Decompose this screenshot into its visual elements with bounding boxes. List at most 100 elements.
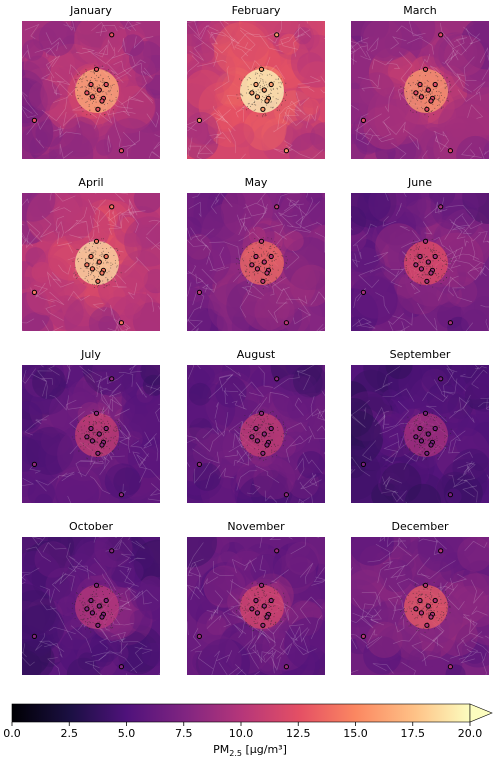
dense-network-dot xyxy=(75,277,77,279)
dense-network-dot xyxy=(266,104,268,106)
dense-network-dot xyxy=(420,281,422,283)
dense-network-dot xyxy=(107,280,109,282)
pm25-cell xyxy=(457,537,489,572)
pm25-cell xyxy=(22,640,55,675)
pm25-cell xyxy=(394,274,419,299)
monitoring-station-marker xyxy=(264,270,270,276)
dense-network-dot xyxy=(425,458,427,460)
dense-network-dot xyxy=(239,260,241,261)
pm25-cell xyxy=(429,193,456,207)
dense-network-dot xyxy=(414,618,416,620)
dense-network-dot xyxy=(426,256,428,257)
monitoring-station-marker xyxy=(274,32,280,38)
dense-network-dot xyxy=(277,98,279,100)
road-segment xyxy=(396,578,419,598)
pm25-cell xyxy=(272,278,295,301)
dense-network-dot xyxy=(263,244,265,246)
road-segment xyxy=(104,450,115,469)
dense-network-dot xyxy=(254,68,255,70)
dense-network-dot xyxy=(427,596,429,597)
dense-network-dot xyxy=(430,610,432,611)
road-segment xyxy=(301,365,315,373)
road-segment xyxy=(271,656,281,672)
dense-network-dot xyxy=(415,84,417,85)
dense-network-dot xyxy=(438,104,440,106)
pm25-cell xyxy=(272,542,319,588)
road-segment xyxy=(98,209,122,223)
dense-network-dot xyxy=(257,414,259,416)
dense-network-dot xyxy=(247,103,249,105)
pm25-cell xyxy=(22,77,48,124)
pm25-cell xyxy=(200,463,252,503)
pm25-cell xyxy=(231,300,283,331)
dense-network-dot xyxy=(419,75,421,77)
pm25-cell xyxy=(24,55,51,82)
dense-network-dot xyxy=(251,456,253,458)
pm25-cell xyxy=(451,474,489,503)
pm25-cell xyxy=(273,102,324,154)
road-segment xyxy=(394,618,405,633)
pm25-cell xyxy=(29,257,69,296)
pm25-cell xyxy=(356,131,380,155)
dense-network-dot xyxy=(108,69,109,71)
pm25-cell xyxy=(261,123,301,159)
pm25-cell xyxy=(194,117,222,145)
dense-network-dot xyxy=(114,260,116,262)
dense-network-dot xyxy=(417,425,419,427)
road-segment xyxy=(360,132,380,136)
dense-network-dot xyxy=(262,82,264,84)
pm25-cell xyxy=(61,121,98,158)
dense-network-dot xyxy=(255,261,257,263)
dense-network-dot xyxy=(271,608,273,610)
dense-network-dot xyxy=(446,604,448,606)
dense-network-dot xyxy=(410,607,412,609)
road-segment xyxy=(216,412,229,437)
dense-network-dot xyxy=(261,424,263,426)
dense-network-dot xyxy=(110,72,112,74)
dense-network-dot xyxy=(253,440,255,442)
road-segment xyxy=(120,71,147,105)
dense-network-dot xyxy=(270,620,272,622)
road-segment xyxy=(224,450,245,462)
dense-network-dot xyxy=(273,260,275,262)
dense-network-dot xyxy=(102,438,104,440)
pm25-cell xyxy=(91,365,141,397)
road-segment xyxy=(147,498,160,501)
dense-network-dot xyxy=(255,418,256,420)
road-segment xyxy=(192,448,220,464)
dense-network-dot xyxy=(440,415,442,417)
monitoring-station-marker xyxy=(283,664,290,670)
pm25-cell xyxy=(79,21,132,50)
dense-network-dot xyxy=(424,631,426,633)
dense-network-dot xyxy=(438,254,440,256)
dense-network-dot xyxy=(261,272,263,274)
dense-network-dot xyxy=(284,596,286,598)
dense-network-dot xyxy=(413,259,415,261)
pm25-cell xyxy=(443,238,479,273)
pm25-cell xyxy=(78,652,96,671)
pm25-cell xyxy=(237,489,260,503)
dense-network-dot xyxy=(426,424,428,426)
pm25-cell xyxy=(121,377,160,427)
pm25-cell xyxy=(196,609,233,645)
dense-network-dot xyxy=(426,85,428,87)
dense-network-dot xyxy=(97,286,99,288)
dense-network-dot xyxy=(447,599,449,601)
road-segment xyxy=(202,420,220,439)
monitoring-station-marker xyxy=(118,492,125,498)
pm25-cell xyxy=(278,193,324,226)
dense-network-dot xyxy=(264,84,266,86)
pm25-cell xyxy=(272,374,317,419)
pm25-cell xyxy=(435,427,489,483)
dense-network-dot xyxy=(274,253,276,255)
pm25-cell xyxy=(446,276,478,308)
dense-network-dot xyxy=(432,254,433,256)
dense-network-dot xyxy=(249,271,250,273)
pm25-cell xyxy=(374,134,391,151)
pm25-cell xyxy=(74,21,99,35)
dense-network-dot xyxy=(95,268,96,270)
pm25-cell xyxy=(397,232,414,250)
dense-network-dot xyxy=(260,607,262,609)
pm25-cell xyxy=(204,74,231,101)
dense-network-dot xyxy=(80,426,82,428)
